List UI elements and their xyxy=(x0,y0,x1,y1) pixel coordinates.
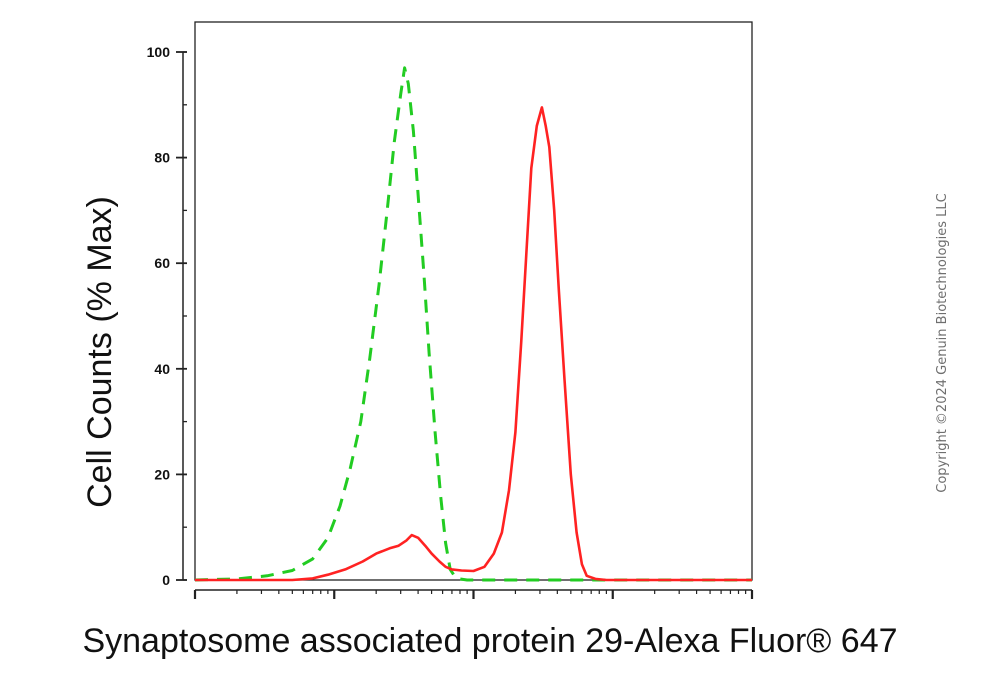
x-axis xyxy=(193,589,754,599)
y-axis-title: Cell Counts (% Max) xyxy=(81,196,119,508)
y-tick-label: 40 xyxy=(154,361,170,377)
y-tick-label: 0 xyxy=(162,572,170,588)
x-axis-title: Synaptosome associated protein 29-Alexa … xyxy=(82,622,897,660)
copyright-notice: Copyright ©2024 Genuin Biotechnologies L… xyxy=(935,193,950,492)
y-axis: 0 20 40 60 80 100 xyxy=(147,44,187,588)
isotype-control-curve xyxy=(194,66,752,582)
sample-curve xyxy=(195,106,752,582)
plot-border xyxy=(194,21,753,581)
plot-frame xyxy=(194,21,753,581)
series-layer xyxy=(194,66,752,582)
y-tick-label: 20 xyxy=(154,466,170,482)
y-tick-label: 60 xyxy=(154,255,170,271)
y-tick-label: 100 xyxy=(147,44,171,60)
y-tick-label: 80 xyxy=(154,150,170,166)
